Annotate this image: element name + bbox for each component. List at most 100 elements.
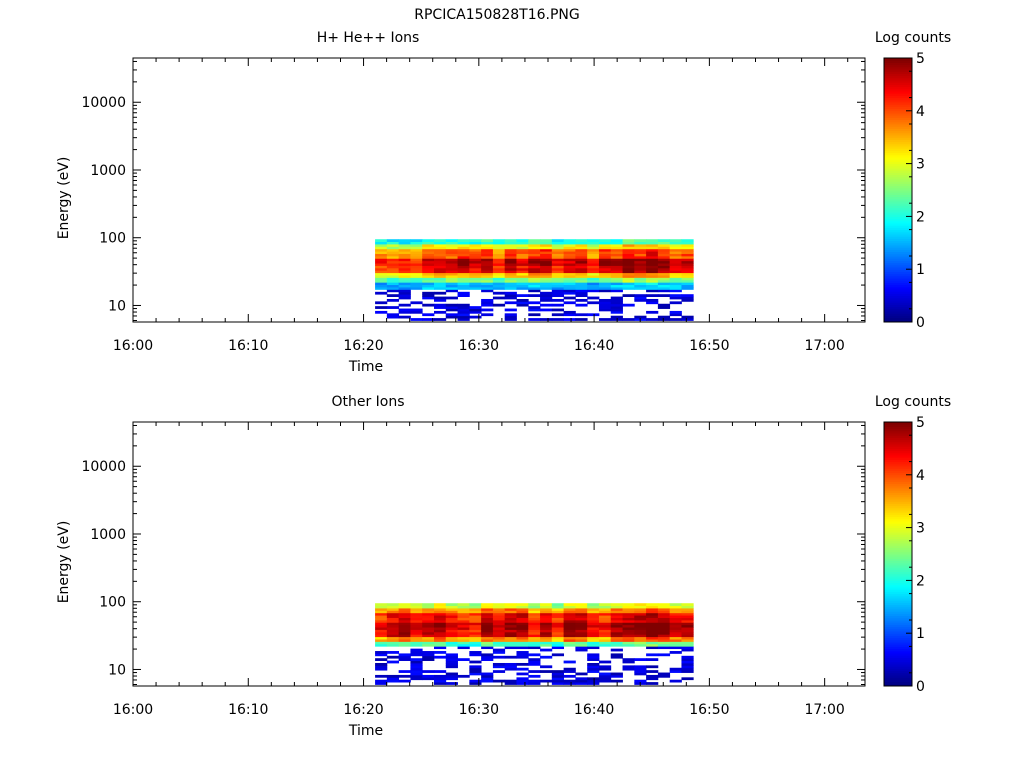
heatmap-cell [492,610,506,614]
heatmap-cell [434,612,447,616]
heatmap-cell [622,605,635,609]
heatmap-cell [457,619,470,623]
heatmap-cell [587,241,600,245]
heatmap-cell [551,260,565,264]
heatmap-cell [410,622,423,626]
heatmap-cell [587,253,600,257]
heatmap-cell [457,315,470,319]
heatmap-cell [575,605,588,609]
colorbar-step [884,137,912,140]
heatmap-cell [669,239,682,243]
heatmap-cell [610,251,623,254]
heatmap-cell [434,646,447,650]
heatmap-cell [469,612,482,616]
heatmap-cell [504,241,517,245]
heatmap-cell [434,605,447,609]
heatmap-cell [481,605,494,609]
heatmap-cell [386,258,400,262]
heatmap-cell [681,610,694,614]
heatmap-cell [492,612,506,616]
colorbar-step [884,620,912,623]
heatmap-cell [410,677,423,681]
heatmap-cell [375,674,388,678]
heatmap-cell [540,648,553,652]
heatmap-cell [669,667,682,671]
heatmap-cell [528,629,541,633]
heatmap-cell [434,251,447,254]
heatmap-cell [575,277,588,281]
heatmap-cell [598,277,612,281]
heatmap-cell [587,636,600,640]
heatmap-cell [598,298,612,302]
colorbar-step [884,313,912,316]
heatmap-cell [657,315,671,319]
heatmap-cell [551,636,565,640]
heatmap-cell [646,677,659,681]
colorbar-step [884,154,912,158]
heatmap-cell [422,291,435,295]
heatmap-cell [398,310,411,314]
heatmap-cell [481,275,494,278]
heatmap-cell [669,610,682,614]
colorbar-step [884,295,912,299]
heatmap-cell [504,624,517,628]
colorbar-tick-label: 4 [916,104,925,120]
heatmap-cell [575,246,588,250]
heatmap-cell [492,636,506,640]
heatmap-cell [681,244,694,247]
heatmap-cell [598,251,612,254]
heatmap-cell [528,287,541,290]
heatmap-cell [481,655,494,659]
heatmap-cell [681,665,694,669]
heatmap-cell [445,672,458,676]
heatmap-cell [410,660,423,664]
heatmap-cell [634,624,647,628]
colorbar-step [884,152,912,156]
heatmap-cell [540,277,553,281]
heatmap-cell [504,284,517,288]
colorbar-step [884,477,912,480]
heatmap-cell [528,265,541,269]
heatmap-cell [398,260,411,264]
colorbar-step [884,128,912,132]
colorbar-step [884,501,912,504]
heatmap-cell [634,315,647,319]
heatmap-cell [492,670,506,673]
colorbar-step [884,251,912,255]
heatmap-cell [575,627,588,630]
heatmap-cell [422,294,435,297]
heatmap-cell [563,674,576,678]
heatmap-cell [587,629,600,633]
colorbar-step [884,139,912,143]
heatmap-cell [587,627,600,630]
heatmap-cell [610,643,623,647]
heatmap-cell [587,272,600,276]
colorbar-step [884,613,912,617]
heatmap-cell [587,289,600,293]
heatmap-cell [681,608,694,611]
colorbar-step [884,115,912,118]
heatmap-cell [669,255,682,259]
heatmap-cell [669,241,682,245]
heatmap-cell [540,267,553,271]
heatmap-cell [469,246,482,250]
heatmap-cell [481,631,494,635]
heatmap-cell [622,622,635,626]
heatmap-cell [375,265,388,269]
colorbar-step [884,238,912,242]
heatmap-cell [516,239,529,243]
heatmap-cell [445,643,458,647]
colorbar-step [884,95,912,99]
heatmap-cell [504,619,517,623]
heatmap-cell [481,239,494,243]
heatmap-cell [587,612,600,616]
heatmap-cell [634,251,647,254]
heatmap-cell [563,639,576,642]
panel-title: Other Ions [331,394,404,410]
colorbar-step [884,505,912,509]
colorbar-step [884,282,912,286]
heatmap-cell [375,643,388,647]
heatmap-cell [681,255,694,259]
heatmap-cell [410,603,423,607]
heatmap-cell [646,265,659,269]
